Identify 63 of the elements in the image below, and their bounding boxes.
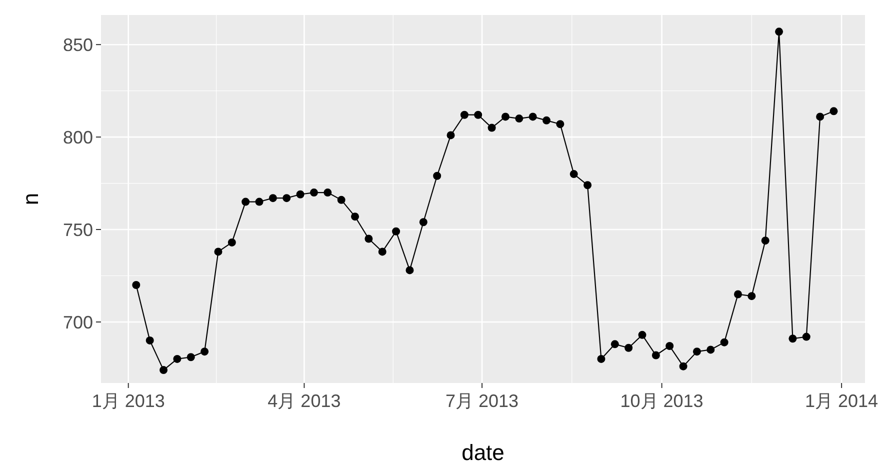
point — [351, 212, 360, 221]
point — [775, 28, 784, 36]
y-tick-label: 850 — [62, 34, 93, 55]
point — [474, 110, 482, 119]
point — [255, 198, 264, 206]
point — [268, 194, 277, 202]
point — [160, 366, 168, 374]
point — [528, 112, 537, 121]
point — [584, 181, 592, 190]
point — [186, 353, 195, 362]
point — [419, 218, 428, 226]
point — [624, 344, 633, 352]
point — [146, 336, 154, 344]
point — [337, 196, 346, 204]
point — [830, 107, 838, 116]
point — [597, 354, 606, 363]
y-axis-title: n — [18, 192, 43, 206]
point — [638, 330, 646, 339]
x-tick-label: 10月 2013 — [620, 391, 704, 411]
point — [310, 188, 318, 197]
point — [200, 348, 209, 356]
point — [666, 342, 674, 350]
point — [761, 236, 770, 245]
point — [173, 354, 182, 363]
y-tick-label: 750 — [62, 220, 93, 240]
point — [324, 188, 332, 197]
point — [788, 334, 797, 343]
x-tick-label: 1月 2013 — [92, 391, 165, 411]
point — [228, 238, 236, 246]
point — [406, 266, 414, 274]
point — [282, 194, 291, 202]
point — [692, 348, 701, 356]
point — [570, 170, 578, 178]
point — [706, 346, 715, 354]
point — [501, 112, 510, 121]
point — [802, 332, 810, 341]
x-tick-label: 7月 2013 — [445, 391, 519, 411]
point — [364, 234, 373, 243]
y-tick-label: 800 — [62, 127, 93, 148]
point — [242, 198, 250, 206]
point — [433, 172, 442, 180]
point — [748, 292, 756, 300]
point — [679, 362, 688, 370]
x-tick-label: 1月 2014 — [805, 391, 878, 411]
y-tick-label: 700 — [62, 312, 93, 332]
x-axis-title: date — [462, 440, 504, 465]
point — [556, 120, 564, 128]
point — [446, 131, 455, 140]
point — [214, 248, 222, 256]
point — [378, 248, 386, 256]
point — [816, 112, 824, 121]
point — [720, 338, 728, 346]
point — [542, 116, 551, 124]
point — [610, 340, 619, 348]
point — [488, 124, 496, 132]
point — [392, 227, 400, 236]
point — [734, 290, 742, 298]
point — [460, 110, 468, 119]
point — [652, 351, 660, 360]
point — [515, 114, 524, 123]
point — [296, 190, 304, 198]
point — [132, 280, 140, 289]
x-tick-label: 4月 2013 — [268, 391, 341, 411]
